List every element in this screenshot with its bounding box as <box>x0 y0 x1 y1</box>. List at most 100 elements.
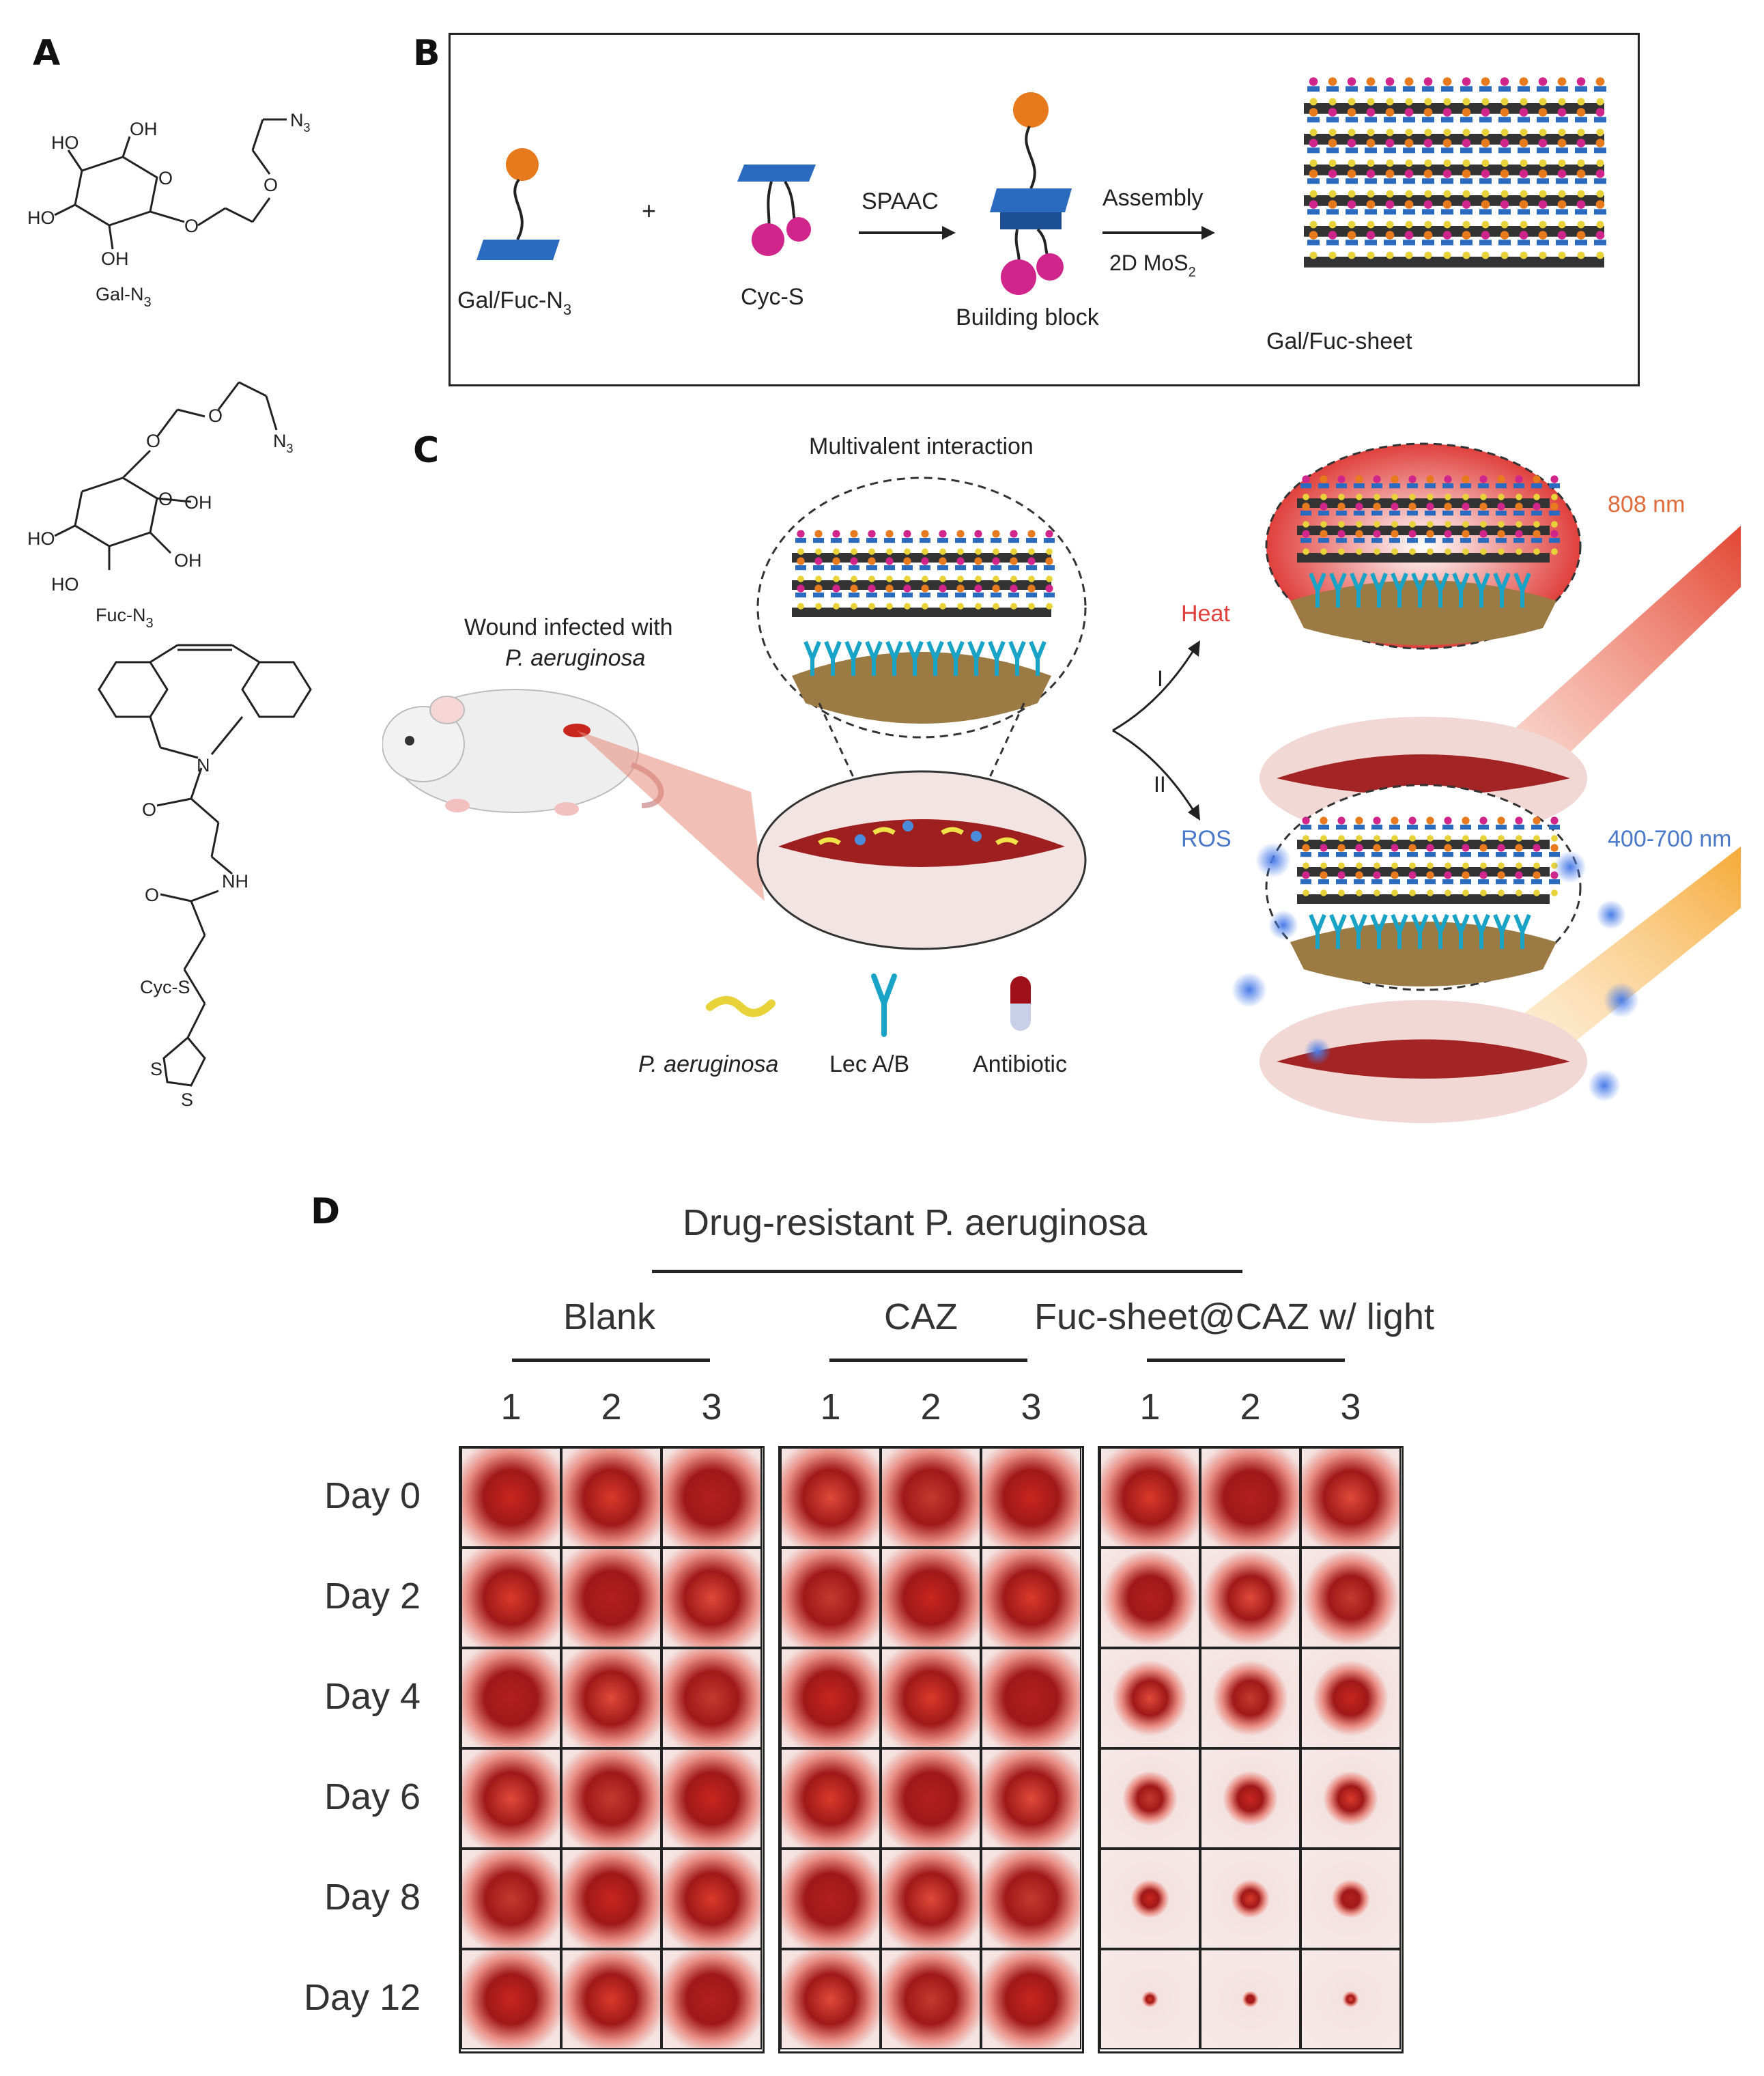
wound-photo <box>1100 1447 1200 1548</box>
multivalent-label: Multivalent interaction <box>809 433 1034 459</box>
wound-photo <box>461 1548 561 1648</box>
fuc-o-ether: O <box>208 406 223 426</box>
replicate-label: 1 <box>1139 1387 1161 1427</box>
wound-photo <box>1100 1548 1200 1648</box>
wound-photo <box>461 1849 561 1949</box>
gal-n3-structure <box>54 118 287 250</box>
fuc-n3-name: Fuc-N3 <box>96 605 154 631</box>
panel-d-title: Drug-resistant P. aeruginosa <box>683 1202 1148 1243</box>
wound-photo <box>1200 1447 1300 1548</box>
wound-photo <box>1200 1648 1300 1748</box>
replicate-label: 2 <box>1240 1387 1261 1427</box>
wound-photo <box>1200 1548 1300 1648</box>
replicate-label: 1 <box>820 1387 841 1427</box>
wound-photo <box>881 1748 981 1849</box>
cyc-s2: S <box>181 1090 193 1110</box>
legend-lec-icon <box>871 973 897 1037</box>
wound-photo <box>561 1748 662 1849</box>
gal-fuc-sheet-label: Gal/Fuc-sheet <box>1266 328 1412 354</box>
legend-lec-label: Lec A/B <box>829 1051 909 1077</box>
path-ii-arrow <box>1112 729 1196 813</box>
nm808-label: 808 nm <box>1608 492 1685 517</box>
gal-n3-name: Gal-N3 <box>96 284 152 310</box>
legend-antibiotic-label: Antibiotic <box>973 1051 1067 1077</box>
wound-photo <box>1100 1949 1200 2049</box>
wound-photo <box>461 1748 561 1849</box>
wound-photo <box>662 1949 762 2049</box>
wound-photo <box>1200 1748 1300 1849</box>
wound-photo <box>461 1447 561 1548</box>
panel-b-label: B <box>413 33 440 74</box>
group-underline-blank <box>512 1359 710 1362</box>
assembly-label: Assembly <box>1102 185 1203 211</box>
replicate-label: 1 <box>500 1387 522 1427</box>
title-underline <box>652 1270 1242 1273</box>
day-label: Day 2 <box>324 1576 421 1617</box>
plus-sign: + <box>642 197 656 225</box>
fuc-oh1: OH <box>174 550 202 571</box>
replicate-label: 3 <box>1021 1387 1042 1427</box>
wound-photo <box>461 1949 561 2049</box>
wound-photo <box>881 1447 981 1548</box>
wound-photo <box>561 1849 662 1949</box>
cyc-o1: O <box>142 799 156 820</box>
wound-photo <box>461 1648 561 1748</box>
group-label-blank: Blank <box>563 1296 656 1337</box>
group-label-caz: CAZ <box>884 1296 958 1337</box>
wound-photo <box>561 1648 662 1748</box>
group-label-fuc: Fuc-sheet@CAZ w/ light <box>1034 1296 1434 1337</box>
group-box-fuc <box>1098 1446 1404 2053</box>
wound-photo <box>662 1548 762 1648</box>
wound-photo <box>1300 1748 1401 1849</box>
replicate-label: 2 <box>920 1387 941 1427</box>
mouse-illustration <box>382 689 664 816</box>
gal-ho1: HO <box>51 132 79 153</box>
wound-photo <box>780 1447 881 1548</box>
mos2-label: 2D MoS2 <box>1109 251 1196 280</box>
cyc-s-name: Cyc-S <box>140 977 190 997</box>
legend-pa-icon <box>706 996 776 1017</box>
cyc-s-label: Cyc-S <box>741 284 804 310</box>
path-i-label: I <box>1157 666 1163 691</box>
wound-photo <box>981 1748 1081 1849</box>
panel-d-label: D <box>311 1191 341 1232</box>
wound-pa-label: P. aeruginosa <box>505 645 645 671</box>
group-underline-caz <box>829 1359 1027 1362</box>
cyc-n: N <box>197 755 210 776</box>
wound-photo <box>881 1949 981 2049</box>
wound-photo <box>1100 1648 1200 1748</box>
day-label: Day 12 <box>304 1977 421 2018</box>
gal-fuc-sheet-glyph <box>1304 77 1606 268</box>
gal-o-ether: O <box>264 175 278 195</box>
gal-o-link: O <box>184 216 199 236</box>
day-label: Day 6 <box>324 1776 421 1817</box>
wound-photo <box>780 1748 881 1849</box>
wound-photo <box>662 1447 762 1548</box>
wound-photo <box>881 1849 981 1949</box>
group-box-caz <box>778 1446 1084 2053</box>
zoom-cone <box>577 730 765 901</box>
cyc-nh: NH <box>222 871 248 892</box>
panel-c-scheme: Multivalent interaction Wound infected w… <box>382 433 1741 1123</box>
wound-photo <box>1200 1849 1300 1949</box>
group-box-blank <box>459 1446 765 2053</box>
building-block-glyph <box>990 92 1072 295</box>
cyc-o2: O <box>145 885 159 905</box>
wound-photo <box>1300 1648 1401 1748</box>
wound-zoom <box>756 770 1087 950</box>
fuc-n3-structure <box>54 381 278 570</box>
cyc-s1: S <box>150 1059 162 1079</box>
path-ii-label: II <box>1154 772 1166 797</box>
gal-fuc-n3-label: Gal/Fuc-N3 <box>457 287 571 318</box>
wound-photo <box>1300 1548 1401 1648</box>
gal-o-ring: O <box>158 168 173 188</box>
wound-infected-label: Wound infected with <box>464 614 673 640</box>
path-i-arrow <box>1112 648 1196 732</box>
replicate-label: 2 <box>601 1387 622 1427</box>
multivalent-zoom <box>756 477 1087 739</box>
wound-photo <box>561 1548 662 1648</box>
fuc-o-ring: O <box>158 489 173 509</box>
wound-photo <box>981 1447 1081 1548</box>
gal-n3: N3 <box>290 110 311 134</box>
day-label: Day 8 <box>324 1877 421 1918</box>
